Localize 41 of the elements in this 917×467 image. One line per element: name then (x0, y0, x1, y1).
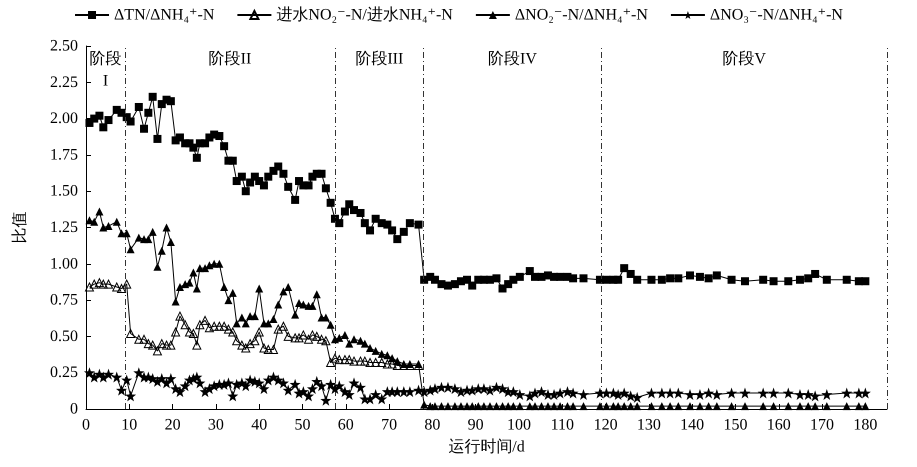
x-tick-label: 10 (121, 416, 138, 434)
y-tick-label: 0 (70, 400, 78, 418)
x-tick-label: 120 (594, 416, 618, 434)
x-tick-label: 30 (208, 416, 224, 434)
legend-label: 进水NO₂⁻-N/进水NH₄⁺-N (276, 6, 454, 24)
x-axis-title: 运行时间/d (448, 438, 525, 456)
x-tick-label: 70 (381, 416, 398, 434)
x-tick-label: 140 (680, 416, 704, 434)
x-tick-label: 180 (853, 416, 878, 434)
x-tick-label: 100 (506, 416, 531, 434)
x-tick-label: 60 (338, 416, 354, 434)
annotation: 阶段II (208, 50, 252, 68)
annotation: 阶段IV (488, 50, 538, 68)
annotation: 阶段III (355, 50, 404, 68)
y-tick-label: 1.25 (50, 219, 78, 236)
x-tick-label: 150 (723, 416, 748, 434)
legend-label: ΔNO₃⁻-N/ΔNH₄⁺-N (710, 6, 844, 24)
x-tick-label: 110 (550, 416, 574, 434)
y-tick-label: 2.00 (50, 110, 78, 128)
x-tick-label: 170 (810, 416, 834, 434)
x-tick-label: 80 (424, 416, 440, 434)
x-tick-label: 40 (251, 416, 268, 434)
annotation: 阶段 I (89, 50, 122, 90)
x-tick-label: 160 (766, 416, 791, 434)
y-tick-label: 0.50 (50, 328, 78, 345)
y-tick-label: 1.50 (50, 182, 78, 200)
legend-label: ΔTN/ΔNH₄⁺-N (114, 6, 215, 24)
x-tick-label: 50 (294, 416, 310, 434)
x-tick-label: 130 (636, 416, 661, 434)
y-tick-label: 1.00 (50, 255, 78, 272)
y-tick-label: 2.50 (50, 38, 78, 54)
y-axis-title: 比值 (10, 212, 28, 244)
annotation: 阶段V (722, 50, 766, 68)
x-tick-label: 0 (82, 416, 90, 434)
y-tick-label: 2.25 (50, 74, 78, 91)
x-tick-label: 20 (164, 416, 181, 434)
y-tick-label: 0.25 (50, 364, 78, 382)
y-tick-label: 0.75 (50, 292, 78, 309)
y-tick-label: 1.75 (50, 146, 78, 164)
x-tick-label: 90 (468, 416, 484, 434)
legend-label: ΔNO₂⁻-N/ΔNH₄⁺-N (514, 6, 648, 24)
